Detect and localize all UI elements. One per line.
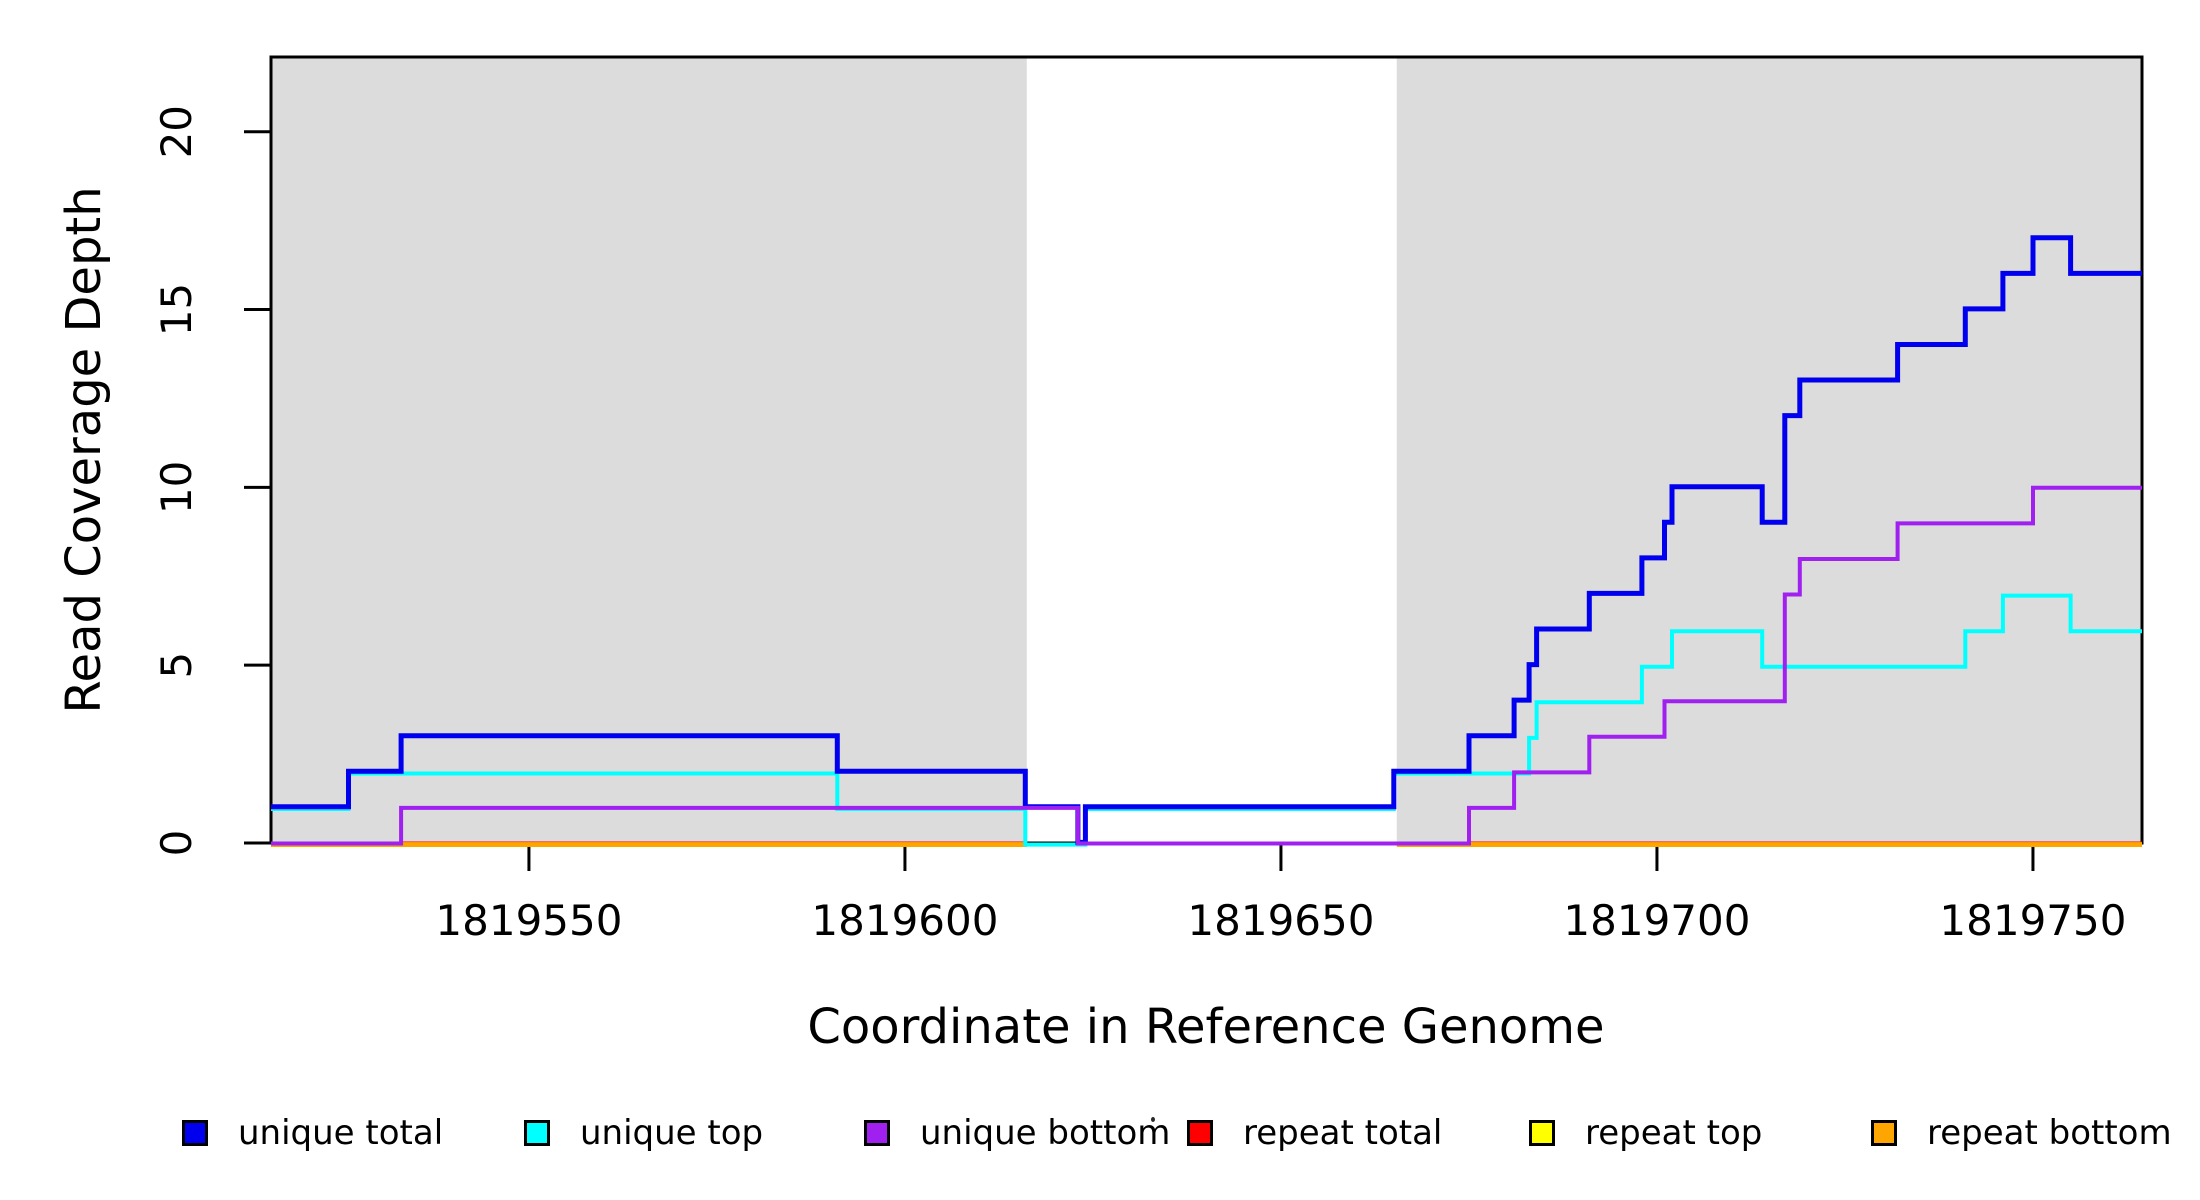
y-axis-title: Read Coverage Depth [56, 186, 112, 713]
x-axis-title: Coordinate in Reference Genome [807, 999, 1604, 1055]
stray-dot-artifact [1151, 1117, 1155, 1122]
x-tick-label: 1819600 [811, 896, 998, 945]
repeat-region-shading [1396, 57, 2142, 843]
x-tick-label: 1819700 [1563, 896, 1750, 945]
repeat-region-shading [271, 57, 1027, 843]
x-tick-label: 1819550 [435, 896, 622, 945]
y-tick-label: 20 [152, 105, 201, 158]
y-tick-label: 10 [152, 461, 201, 514]
series-line-unique-total [271, 235, 2142, 845]
y-tick-label: 0 [152, 830, 201, 857]
x-tick-label: 1819750 [1939, 896, 2126, 945]
series-line-unique-bottom [271, 485, 2142, 846]
x-tick-label: 1819650 [1187, 896, 1374, 945]
y-tick-label: 15 [152, 283, 201, 336]
y-tick-label: 5 [152, 652, 201, 679]
